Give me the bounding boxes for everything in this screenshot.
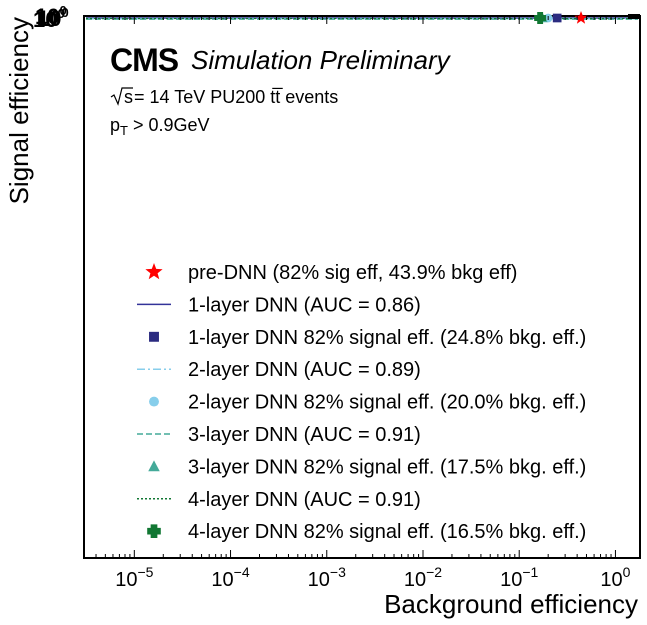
plot-area <box>83 15 641 559</box>
legend-label: 3-layer DNN (AUC = 0.91) <box>188 424 421 446</box>
legend-entry: 2-layer DNN 82% signal eff. (20.0% bkg. … <box>149 392 586 414</box>
svg-text:= 14 TeV PU200 tt̅ events: = 14 TeV PU200 tt̅ events <box>134 87 338 107</box>
x-tick-label: 10−4 <box>211 564 249 591</box>
legend-entry: 4-layer DNN 82% signal eff. (16.5% bkg. … <box>147 521 586 543</box>
legend-entry: pre-DNN (82% sig eff, 43.9% bkg eff) <box>145 262 517 284</box>
x-axis-label: Background efficiency <box>384 589 638 619</box>
pt-cut-label: pT > 0.9GeV <box>110 115 210 138</box>
legend: pre-DNN (82% sig eff, 43.9% bkg eff) 1-la… <box>137 262 586 543</box>
x-tick-label: 100 <box>600 564 630 591</box>
legend-label: 4-layer DNN 82% signal eff. (16.5% bkg. … <box>188 521 586 543</box>
legend-entry: 3-layer DNN (AUC = 0.91) <box>137 424 421 446</box>
series-marker <box>574 11 588 24</box>
y-tick-label: 100 <box>35 3 67 29</box>
legend-marker-swatch <box>149 331 159 342</box>
edge-marker <box>628 14 640 19</box>
legend-label: pre-DNN (82% sig eff, 43.9% bkg eff) <box>188 262 517 284</box>
legend-label: 3-layer DNN 82% signal eff. (17.5% bkg. … <box>188 456 586 478</box>
x-tick-label: 10−2 <box>404 564 442 591</box>
series-marker <box>552 13 562 23</box>
y-tick-label: 100 <box>33 6 65 32</box>
roc-curves <box>86 11 640 24</box>
sqrt-symbol <box>110 87 133 106</box>
series-marker <box>534 12 547 24</box>
legend-label: 2-layer DNN 82% signal eff. (20.0% bkg. … <box>188 392 586 414</box>
cms-label: CMS <box>110 42 179 78</box>
legend-label: 1-layer DNN 82% signal eff. (24.8% bkg. … <box>188 327 586 349</box>
legend-label: 1-layer DNN (AUC = 0.86) <box>188 294 421 316</box>
legend-marker-swatch <box>148 460 160 472</box>
y-tick-label: 100 <box>37 5 69 31</box>
cms-header: CMS Simulation Preliminary s = 14 TeV PU… <box>110 42 452 138</box>
legend-label: 2-layer DNN (AUC = 0.89) <box>188 359 421 381</box>
simulation-preliminary-label: Simulation Preliminary <box>191 45 452 75</box>
legend-entry: 1-layer DNN 82% signal eff. (24.8% bkg. … <box>149 327 586 349</box>
y-axis-label: Signal efficiency <box>4 17 34 204</box>
x-tick-label: 10−3 <box>308 564 346 591</box>
x-axis: 10−5 10−4 10−3 10−2 10−1 100 <box>83 16 631 591</box>
legend-entry: 4-layer DNN (AUC = 0.91) <box>137 489 421 511</box>
y-tick-labels: 100 100 100 <box>33 3 69 32</box>
legend-entry: 2-layer DNN (AUC = 0.89) <box>137 359 421 381</box>
legend-marker-swatch <box>145 263 163 280</box>
legend-entry: 1-layer DNN (AUC = 0.86) <box>137 294 421 316</box>
legend-marker-swatch <box>147 524 161 538</box>
svg-text:s: s <box>124 87 133 107</box>
legend-marker-swatch <box>149 396 159 407</box>
legend-entry: 3-layer DNN 82% signal eff. (17.5% bkg. … <box>148 456 586 478</box>
x-tick-label: 10−5 <box>115 564 153 591</box>
energy-label: s = 14 TeV PU200 tt̅ events <box>110 87 338 107</box>
x-tick-label: 10−1 <box>500 564 538 591</box>
legend-label: 4-layer DNN (AUC = 0.91) <box>188 489 421 511</box>
